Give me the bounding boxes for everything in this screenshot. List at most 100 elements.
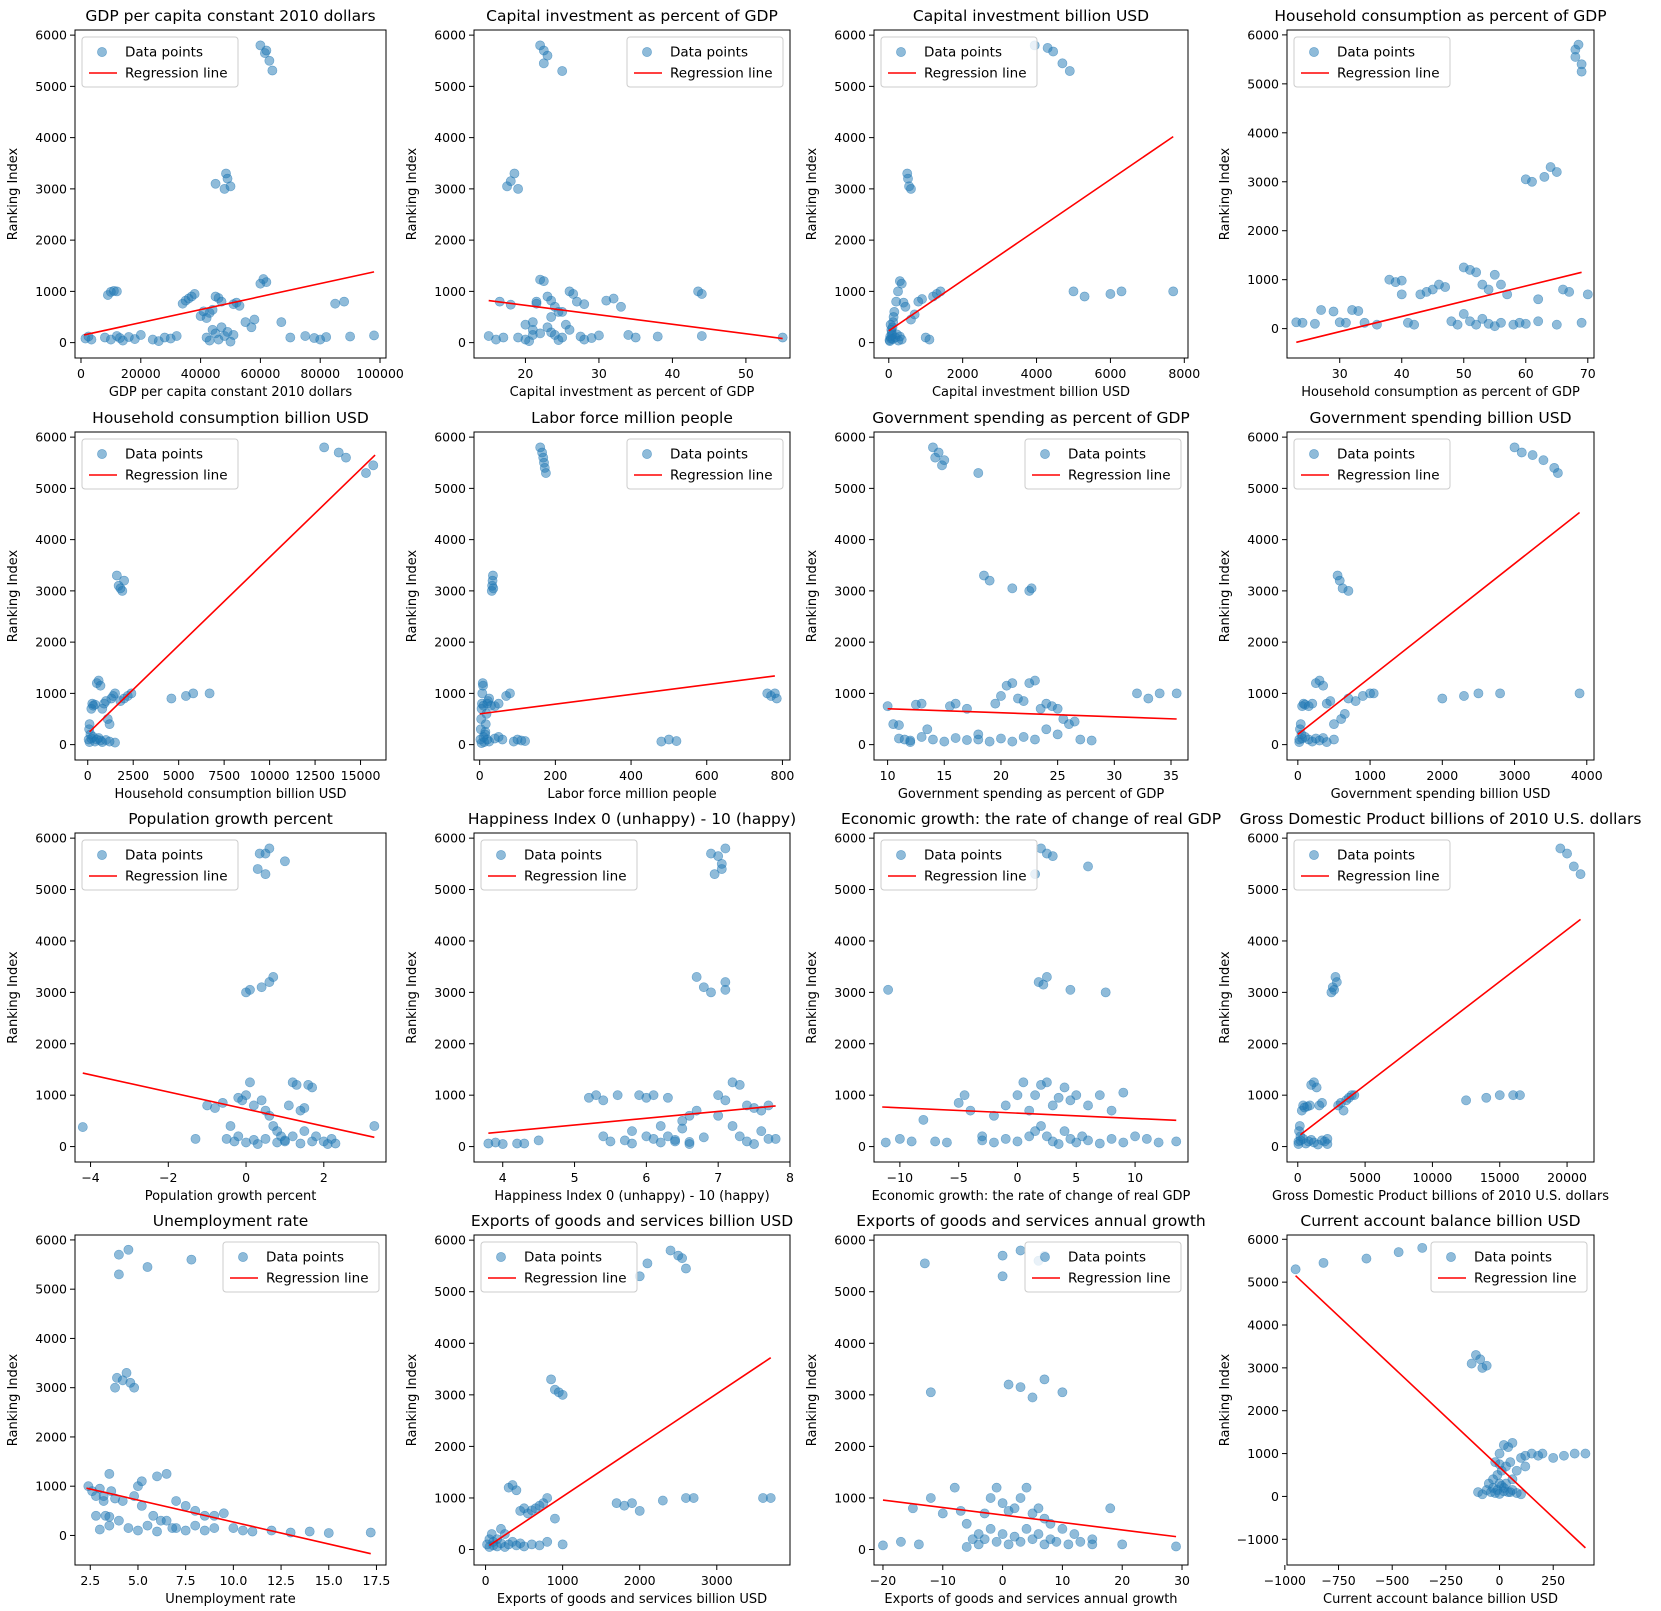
x-tick-label: 5	[1072, 1170, 1080, 1185]
x-tick-label: −1000	[1264, 1573, 1306, 1588]
data-point	[1396, 289, 1407, 300]
data-point	[727, 1121, 738, 1131]
data-point	[905, 735, 916, 746]
data-point	[1094, 1090, 1105, 1101]
x-tick-label: 1000	[1354, 768, 1386, 783]
x-tick-label: 15.0	[315, 1573, 343, 1588]
y-tick-label: 6000	[1247, 831, 1279, 846]
legend-label-line: Regression line	[524, 869, 627, 885]
y-tick-label: 3000	[434, 985, 466, 1000]
subplot-title: Happiness Index 0 (unhappy) - 10 (happy)	[468, 810, 796, 828]
x-tick-label: 20	[1114, 1573, 1130, 1588]
data-point	[1539, 171, 1550, 182]
axes-frame	[473, 1234, 791, 1566]
data-point	[1481, 1360, 1492, 1371]
x-tick-label: 50	[738, 366, 754, 381]
data-point	[706, 987, 716, 998]
data-point	[542, 1493, 553, 1503]
legend-label-points: Data points	[266, 1250, 344, 1266]
data-point	[249, 314, 260, 325]
axes-frame	[873, 1234, 1189, 1566]
regression-line	[86, 1487, 371, 1555]
regression-line	[488, 1105, 776, 1135]
x-tick-label: 30	[1106, 768, 1122, 783]
data-point	[1564, 287, 1575, 297]
regression-line	[1296, 271, 1582, 344]
data-point	[148, 1510, 159, 1521]
data-point	[1030, 1090, 1041, 1101]
regression-line	[1299, 918, 1582, 1136]
data-point	[1295, 719, 1306, 730]
data-point	[110, 1382, 120, 1393]
legend-label-line: Regression line	[924, 66, 1027, 82]
data-point	[94, 1524, 105, 1535]
legend-marker	[97, 47, 107, 57]
legend: Data points Regression line	[222, 1241, 380, 1293]
y-tick-label: 6000	[434, 1233, 466, 1248]
data-point	[1297, 317, 1308, 328]
data-point	[84, 719, 95, 730]
data-point	[953, 1097, 964, 1108]
legend-marker	[97, 850, 107, 860]
x-tick-label: 7	[714, 1170, 722, 1185]
y-tick-label: 4000	[1247, 1318, 1279, 1333]
data-point	[907, 1503, 918, 1514]
legend-box	[880, 839, 1038, 891]
y-tick-label: 1000	[1247, 686, 1279, 701]
data-point	[1452, 319, 1463, 330]
data-point	[691, 972, 702, 982]
data-point	[984, 575, 995, 586]
y-tick-label: 2000	[35, 635, 67, 650]
regression-line	[488, 299, 783, 340]
data-point	[696, 289, 707, 299]
data-point	[1527, 176, 1537, 187]
data-point	[1015, 1493, 1026, 1503]
axes-frame	[1286, 832, 1595, 1163]
subplot-title: Current account balance billion USD	[1300, 1212, 1580, 1230]
x-tick-label: 20000	[1547, 1170, 1587, 1185]
legend: Data points Regression line	[480, 839, 638, 891]
data-points	[1291, 39, 1593, 332]
data-point	[1505, 1457, 1516, 1468]
legend-box	[81, 36, 239, 88]
axes-frame	[473, 29, 791, 359]
legend-box	[81, 839, 239, 891]
y-tick-label: 5000	[1247, 882, 1279, 897]
x-tick-label: −4	[81, 1170, 99, 1185]
data-point	[1569, 1448, 1580, 1459]
y-tick-label: 3000	[1247, 174, 1279, 189]
legend-box	[1430, 1241, 1588, 1293]
data-point	[1000, 1133, 1011, 1144]
data-point	[985, 1524, 996, 1534]
data-point	[894, 733, 904, 744]
x-tick-label: 7.5	[176, 1573, 196, 1588]
data-point	[190, 1133, 201, 1144]
subplot-title: Economic growth: the rate of change of r…	[841, 810, 1221, 828]
data-point	[368, 460, 379, 471]
legend: Data points Regression line	[81, 839, 239, 891]
regression-line	[82, 1072, 375, 1139]
data-point	[962, 735, 972, 745]
subplot-12: Gross Domestic Product billions of 2010 …	[1218, 810, 1641, 1204]
subplot-title: Exports of goods and services billion US…	[471, 1212, 793, 1230]
data-point	[1052, 703, 1063, 714]
y-tick-label: 0	[458, 1542, 466, 1557]
data-point	[299, 1126, 310, 1137]
data-point	[880, 1137, 891, 1148]
data-point	[989, 1110, 999, 1121]
data-point	[1117, 1539, 1128, 1550]
y-tick-label: 0	[59, 335, 67, 350]
y-tick-label: 3000	[35, 181, 67, 196]
data-point	[991, 1482, 1002, 1493]
axes-frame	[473, 431, 791, 761]
x-tick-label: 2000	[947, 366, 979, 381]
legend-box	[1293, 438, 1451, 490]
data-point	[123, 1523, 134, 1533]
data-point	[1317, 1097, 1327, 1108]
data-point	[1039, 1374, 1050, 1385]
data-point	[928, 734, 938, 745]
data-point	[681, 1263, 691, 1274]
y-axis-label: Ranking Index	[805, 147, 820, 240]
data-point	[598, 1095, 609, 1106]
data-point	[1030, 734, 1040, 745]
